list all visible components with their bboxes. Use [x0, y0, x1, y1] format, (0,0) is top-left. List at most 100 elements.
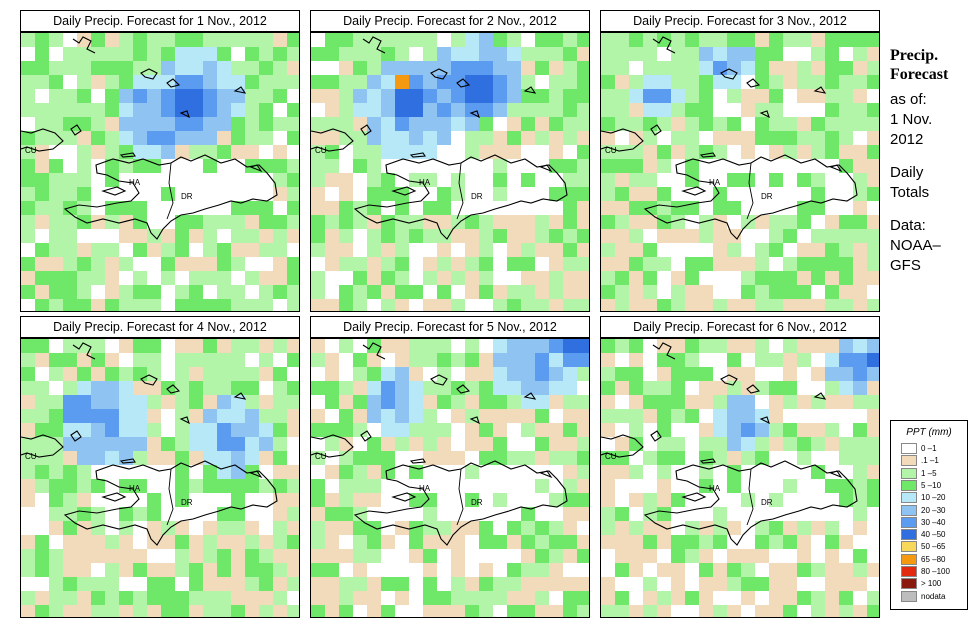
- sidebar-daily-line2: Totals: [890, 184, 930, 201]
- precip-cell: [105, 33, 119, 47]
- precip-cell: [549, 103, 563, 117]
- precip-cell: [77, 381, 91, 395]
- precip-cell: [825, 145, 839, 159]
- info-sidebar: Precip. Forecast as of: 1 Nov. 2012 Dail…: [890, 46, 975, 276]
- precip-cell: [409, 437, 423, 451]
- precip-cell: [353, 465, 367, 479]
- precip-cell: [615, 409, 629, 423]
- precip-cell: [311, 521, 325, 535]
- precip-cell: [727, 215, 741, 229]
- precip-cell: [535, 215, 549, 229]
- precip-cell: [671, 381, 685, 395]
- precip-cell: [353, 549, 367, 563]
- precip-cell: [259, 131, 273, 145]
- precip-cell: [91, 271, 105, 285]
- precip-cell: [189, 521, 203, 535]
- precip-cell: [49, 257, 63, 271]
- precip-cell: [311, 187, 325, 201]
- precip-cell: [437, 47, 451, 61]
- precip-cell: [615, 521, 629, 535]
- precip-cell: [811, 339, 825, 353]
- precip-cell: [563, 535, 577, 549]
- precip-cell: [245, 243, 259, 257]
- precip-cell: [741, 201, 755, 215]
- precip-cell: [479, 381, 493, 395]
- precip-cell: [353, 367, 367, 381]
- coastline: [813, 392, 827, 400]
- precip-cell: [311, 507, 325, 521]
- precip-cell: [381, 201, 395, 215]
- coastline: [601, 434, 644, 458]
- precip-cell: [35, 409, 49, 423]
- precip-cell: [49, 159, 63, 173]
- precip-cell: [381, 145, 395, 159]
- precip-cell: [245, 423, 259, 437]
- precip-cell: [175, 339, 189, 353]
- legend-label: 40 –50: [921, 530, 946, 540]
- precip-cell: [91, 465, 105, 479]
- precip-cell: [629, 33, 643, 47]
- precip-cell: [21, 577, 35, 591]
- precip-cell: [657, 465, 671, 479]
- sidebar-title-line1: Precip.: [890, 47, 939, 64]
- precip-cell: [811, 243, 825, 257]
- coastline: [650, 430, 662, 442]
- precip-cell: [339, 103, 353, 117]
- precip-cell: [259, 605, 273, 617]
- precip-cell: [105, 409, 119, 423]
- precip-cell: [755, 159, 769, 173]
- precip-cell: [479, 33, 493, 47]
- precip-cell: [339, 493, 353, 507]
- precip-cell: [217, 437, 231, 451]
- precip-cell: [63, 159, 77, 173]
- precip-cell: [755, 353, 769, 367]
- precip-cell: [147, 159, 161, 173]
- precip-cell: [629, 577, 643, 591]
- precip-cell: [713, 47, 727, 61]
- panel-title: Daily Precip. Forecast for 4 Nov., 2012: [20, 316, 300, 338]
- precip-cell: [287, 353, 299, 367]
- panel-title: Daily Precip. Forecast for 6 Nov., 2012: [600, 316, 880, 338]
- precip-cell: [119, 103, 133, 117]
- precip-cell: [381, 75, 395, 89]
- precip-cell: [451, 339, 465, 353]
- precip-cell: [493, 437, 507, 451]
- coastline: [311, 434, 354, 458]
- precip-cell: [105, 285, 119, 299]
- precip-cell: [409, 145, 423, 159]
- precip-cell: [825, 75, 839, 89]
- precip-cell: [507, 229, 521, 243]
- precip-cell: [853, 285, 867, 299]
- precip-cell: [189, 257, 203, 271]
- precip-cell: [507, 173, 521, 187]
- precip-cell: [287, 549, 299, 563]
- precip-cell: [189, 187, 203, 201]
- precip-cell: [521, 159, 535, 173]
- precip-cell: [245, 591, 259, 605]
- precip-cell: [77, 535, 91, 549]
- precip-cell: [783, 243, 797, 257]
- precip-cell: [175, 465, 189, 479]
- precip-cell: [203, 257, 217, 271]
- precip-cell: [353, 89, 367, 103]
- precip-cell: [811, 187, 825, 201]
- precip-cell: [189, 479, 203, 493]
- precip-cell: [657, 285, 671, 299]
- precip-cell: [699, 451, 713, 465]
- precip-cell: [175, 409, 189, 423]
- precip-cell: [21, 131, 35, 145]
- precip-cell: [133, 243, 147, 257]
- precip-cell: [629, 381, 643, 395]
- precip-cell: [395, 549, 409, 563]
- precip-cell: [395, 563, 409, 577]
- precip-cell: [657, 131, 671, 145]
- precip-cell: [713, 299, 727, 311]
- precip-cell: [601, 103, 615, 117]
- precip-cell: [325, 173, 339, 187]
- precip-cell: [49, 535, 63, 549]
- precip-cell: [657, 381, 671, 395]
- precip-cell: [311, 173, 325, 187]
- precip-cell: [479, 465, 493, 479]
- precip-cell: [601, 257, 615, 271]
- precip-cell: [423, 89, 437, 103]
